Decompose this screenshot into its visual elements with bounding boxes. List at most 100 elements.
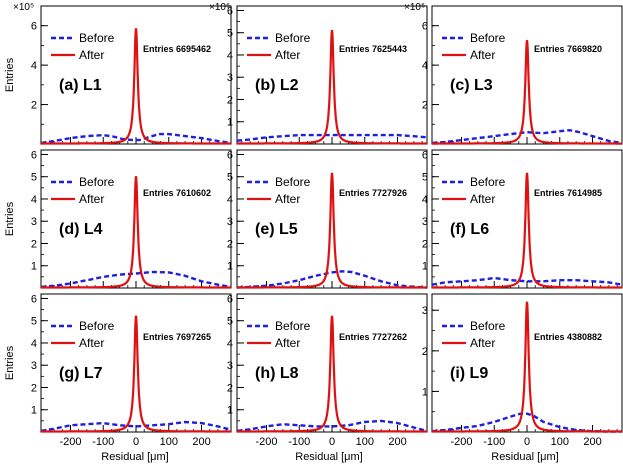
y-tick-label: 2 — [422, 346, 428, 358]
panel-label: (a) L1 — [59, 77, 102, 94]
x-tick-label: 0 — [329, 436, 335, 448]
legend-before-label: Before — [79, 175, 115, 189]
after-series-line — [237, 315, 427, 433]
before-series-line — [40, 270, 232, 289]
after-series-line — [237, 29, 427, 145]
y-tick-label: 6 — [422, 21, 428, 33]
entries-stat: Entries 7614985 — [534, 188, 602, 198]
legend-before-label: Before — [275, 319, 311, 333]
panel-label: (f) L6 — [450, 221, 489, 238]
after-series-line — [432, 172, 622, 289]
after-series-line — [432, 39, 622, 145]
y-axis-title-row2: Entries — [4, 201, 16, 236]
y-tick-label: 1 — [31, 261, 37, 273]
after-series-line — [432, 301, 622, 433]
after-series-line — [41, 28, 231, 145]
x-tick-label: 200 — [192, 436, 210, 448]
y-tick-label: 5 — [227, 28, 233, 40]
y-tick-label: 6 — [31, 149, 37, 161]
plot-frame — [40, 5, 232, 145]
before-series-line — [236, 270, 428, 289]
y-exponent-label: ×10⁵ — [404, 2, 425, 13]
y-axis-title-row1: Entries — [4, 57, 16, 92]
legend-after-label: After — [275, 192, 300, 206]
panel-8: 1 2 3 4 5 6 -200 -100 0 100 200 Before After Entries … — [227, 293, 428, 448]
before-series-line — [236, 133, 428, 142]
after-series-line — [41, 176, 231, 289]
y-tick-label: 1 — [422, 261, 428, 273]
x-tick-label: 200 — [583, 436, 601, 448]
panel-label: (c) L3 — [450, 77, 493, 94]
legend-before-label: Before — [275, 175, 311, 189]
y-tick-label: 4 — [422, 194, 428, 206]
entries-stat: Entries 7727926 — [339, 188, 407, 198]
entries-stat: Entries 7727262 — [339, 332, 407, 342]
y-tick-label: 4 — [31, 60, 37, 72]
y-exponent-label: ×10⁵ — [13, 2, 34, 13]
panel-label: (g) L7 — [59, 365, 103, 382]
entries-stat: Entries 7625443 — [339, 44, 407, 54]
before-series-line — [236, 419, 428, 433]
panel-4: 1 2 3 4 5 6 Before After Entries 7610602 (d) L4 — [31, 149, 232, 289]
panel-label: (h) L8 — [255, 365, 299, 382]
panel-7: 1 2 3 4 5 6 -200 -100 0 100 200 Before After Entries … — [31, 293, 232, 448]
x-tick-label: 100 — [356, 436, 374, 448]
y-tick-label: 6 — [227, 293, 233, 305]
figure-labels: Entries Entries Entries Residual [μm] Re… — [4, 57, 559, 463]
plot-frame — [236, 293, 428, 433]
y-tick-label: 2 — [227, 382, 233, 394]
panel-6: 1 2 3 4 5 6 Before After Entries 7614985 (f) L6 — [422, 149, 623, 289]
after-series-line — [41, 315, 231, 433]
y-tick-label: 5 — [422, 172, 428, 184]
y-axis-title-row3: Entries — [4, 345, 16, 380]
y-tick-label: 3 — [31, 360, 37, 372]
x-tick-label: -100 — [92, 436, 114, 448]
plot-frame — [40, 293, 232, 433]
panel-3: 2 4 6 ×10⁵ Before After Entries 7669820 (c) L3 — [404, 2, 623, 145]
y-tick-label: 6 — [227, 5, 233, 17]
x-tick-label: 100 — [160, 436, 178, 448]
legend-after-label: After — [470, 336, 495, 350]
x-tick-label: 0 — [133, 436, 139, 448]
legend-after-label: After — [470, 48, 495, 62]
plot-frame — [236, 149, 428, 289]
x-tick-label: 0 — [524, 436, 530, 448]
x-axis-title-col1: Residual [μm] — [101, 451, 168, 463]
y-tick-label: 1 — [227, 117, 233, 129]
y-tick-label: 5 — [227, 316, 233, 328]
y-tick-label: 4 — [227, 50, 233, 62]
y-tick-label: 5 — [31, 172, 37, 184]
before-series-line — [40, 420, 232, 433]
x-tick-label: 100 — [551, 436, 569, 448]
legend-before-label: Before — [470, 31, 506, 45]
x-tick-label: 200 — [388, 436, 406, 448]
y-tick-label: 3 — [227, 72, 233, 84]
entries-stat: Entries 7610602 — [143, 188, 211, 198]
y-tick-label: 6 — [31, 21, 37, 33]
y-tick-label: 2 — [31, 382, 37, 394]
y-tick-label: 3 — [227, 216, 233, 228]
legend-before-label: Before — [79, 319, 115, 333]
legend-before-label: Before — [275, 31, 311, 45]
y-tick-label: 4 — [227, 194, 233, 206]
y-tick-label: 4 — [31, 338, 37, 350]
x-axis-title-col3: Residual [μm] — [491, 451, 558, 463]
before-series-line — [431, 276, 623, 286]
entries-stat: Entries 6695462 — [143, 44, 211, 54]
y-tick-label: 5 — [227, 172, 233, 184]
entries-stat: Entries 7669820 — [534, 44, 602, 54]
y-tick-label: 6 — [31, 293, 37, 305]
x-tick-label: -200 — [59, 436, 81, 448]
legend-after-label: After — [79, 48, 104, 62]
panel-label: (d) L4 — [59, 221, 103, 238]
y-tick-label: 3 — [227, 360, 233, 372]
plot-frame — [431, 149, 623, 289]
y-tick-label: 4 — [227, 338, 233, 350]
legend-before-label: Before — [470, 319, 506, 333]
panel-label: (e) L5 — [255, 221, 298, 238]
legend-after-label: After — [79, 192, 104, 206]
y-tick-label: 1 — [31, 405, 37, 417]
y-tick-label: 1 — [227, 261, 233, 273]
